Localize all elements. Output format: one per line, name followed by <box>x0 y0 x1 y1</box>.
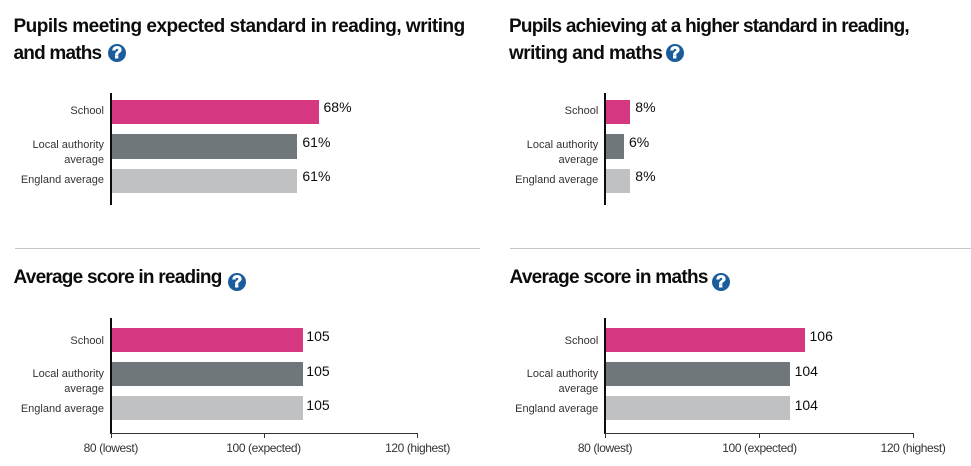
svg-text:?: ? <box>716 273 726 291</box>
svg-text:?: ? <box>670 44 680 62</box>
svg-text:?: ? <box>111 44 121 62</box>
svg-text:?: ? <box>232 273 242 291</box>
